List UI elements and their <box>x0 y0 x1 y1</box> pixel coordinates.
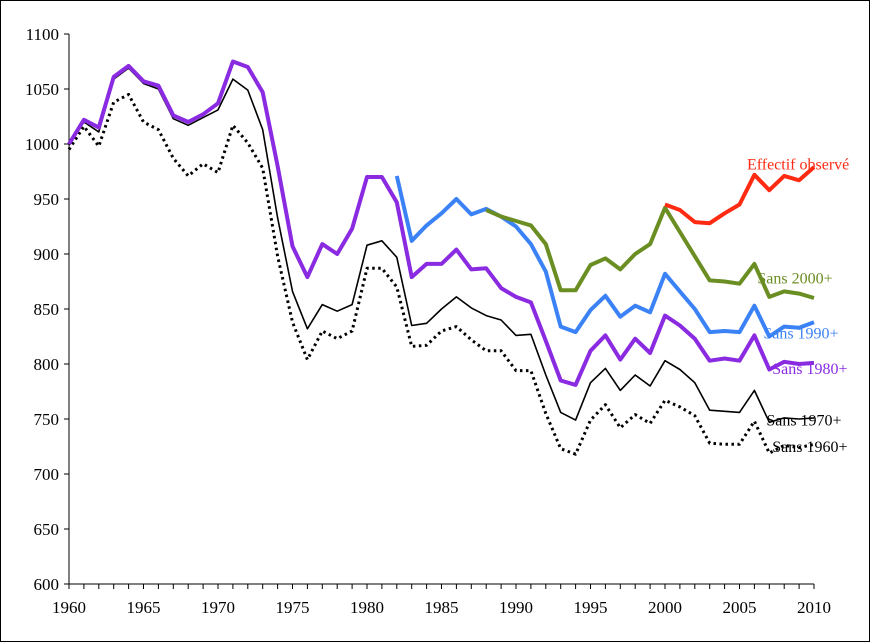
y-tick-label: 700 <box>34 465 60 484</box>
series-line-sans-1960 <box>67 93 815 456</box>
x-tick-label: 1990 <box>499 598 533 617</box>
y-tick-label: 1100 <box>26 25 59 44</box>
series-label-sans-1980: Sans 1980+ <box>772 361 847 378</box>
x-tick-label: 1960 <box>52 598 86 617</box>
series-line-sans-1970 <box>68 67 815 424</box>
series-label-effectif-observ: Effectif observé <box>747 156 849 173</box>
x-tick-label: 2005 <box>723 598 757 617</box>
x-tick-label: 1965 <box>127 598 161 617</box>
series-label-sans-1990: Sans 1990+ <box>763 326 838 343</box>
axes: 600 650 700 750 800 850 900 950 1000 1050 1100 1960… <box>25 25 831 617</box>
y-tick-label: 900 <box>34 245 60 264</box>
series-line-sans-2000 <box>485 205 815 300</box>
x-tick-label: 2010 <box>797 598 831 617</box>
y-tick-label: 600 <box>34 575 60 594</box>
series-label-sans-1970: Sans 1970+ <box>766 413 841 430</box>
y-tick-label: 1000 <box>25 135 59 154</box>
x-tick-label: 1985 <box>425 598 459 617</box>
y-tick-label: 850 <box>34 300 60 319</box>
x-tick-label: 1995 <box>574 598 608 617</box>
y-tick-label: 950 <box>34 190 60 209</box>
x-tick-label: 1970 <box>201 598 235 617</box>
series-line-effectif-observ <box>664 165 816 226</box>
x-tick-label: 1980 <box>350 598 384 617</box>
series-line-sans-1990 <box>394 175 815 339</box>
series-label-sans-2000: Sans 2000+ <box>757 271 832 288</box>
series-line-sans-1980 <box>67 59 815 387</box>
y-tick-label: 800 <box>34 355 60 374</box>
y-tick-label: 750 <box>34 410 60 429</box>
y-tick-label: 1050 <box>25 80 59 99</box>
y-tick-label: 650 <box>34 520 60 539</box>
series-labels: Effectif observé Sans 2000+ Sans 1990+ Sans… <box>747 156 849 456</box>
series-lines <box>67 59 816 456</box>
x-tick-label: 2000 <box>648 598 682 617</box>
series-label-sans-1960: Sans 1960+ <box>772 439 847 456</box>
x-tick-label: 1975 <box>276 598 310 617</box>
